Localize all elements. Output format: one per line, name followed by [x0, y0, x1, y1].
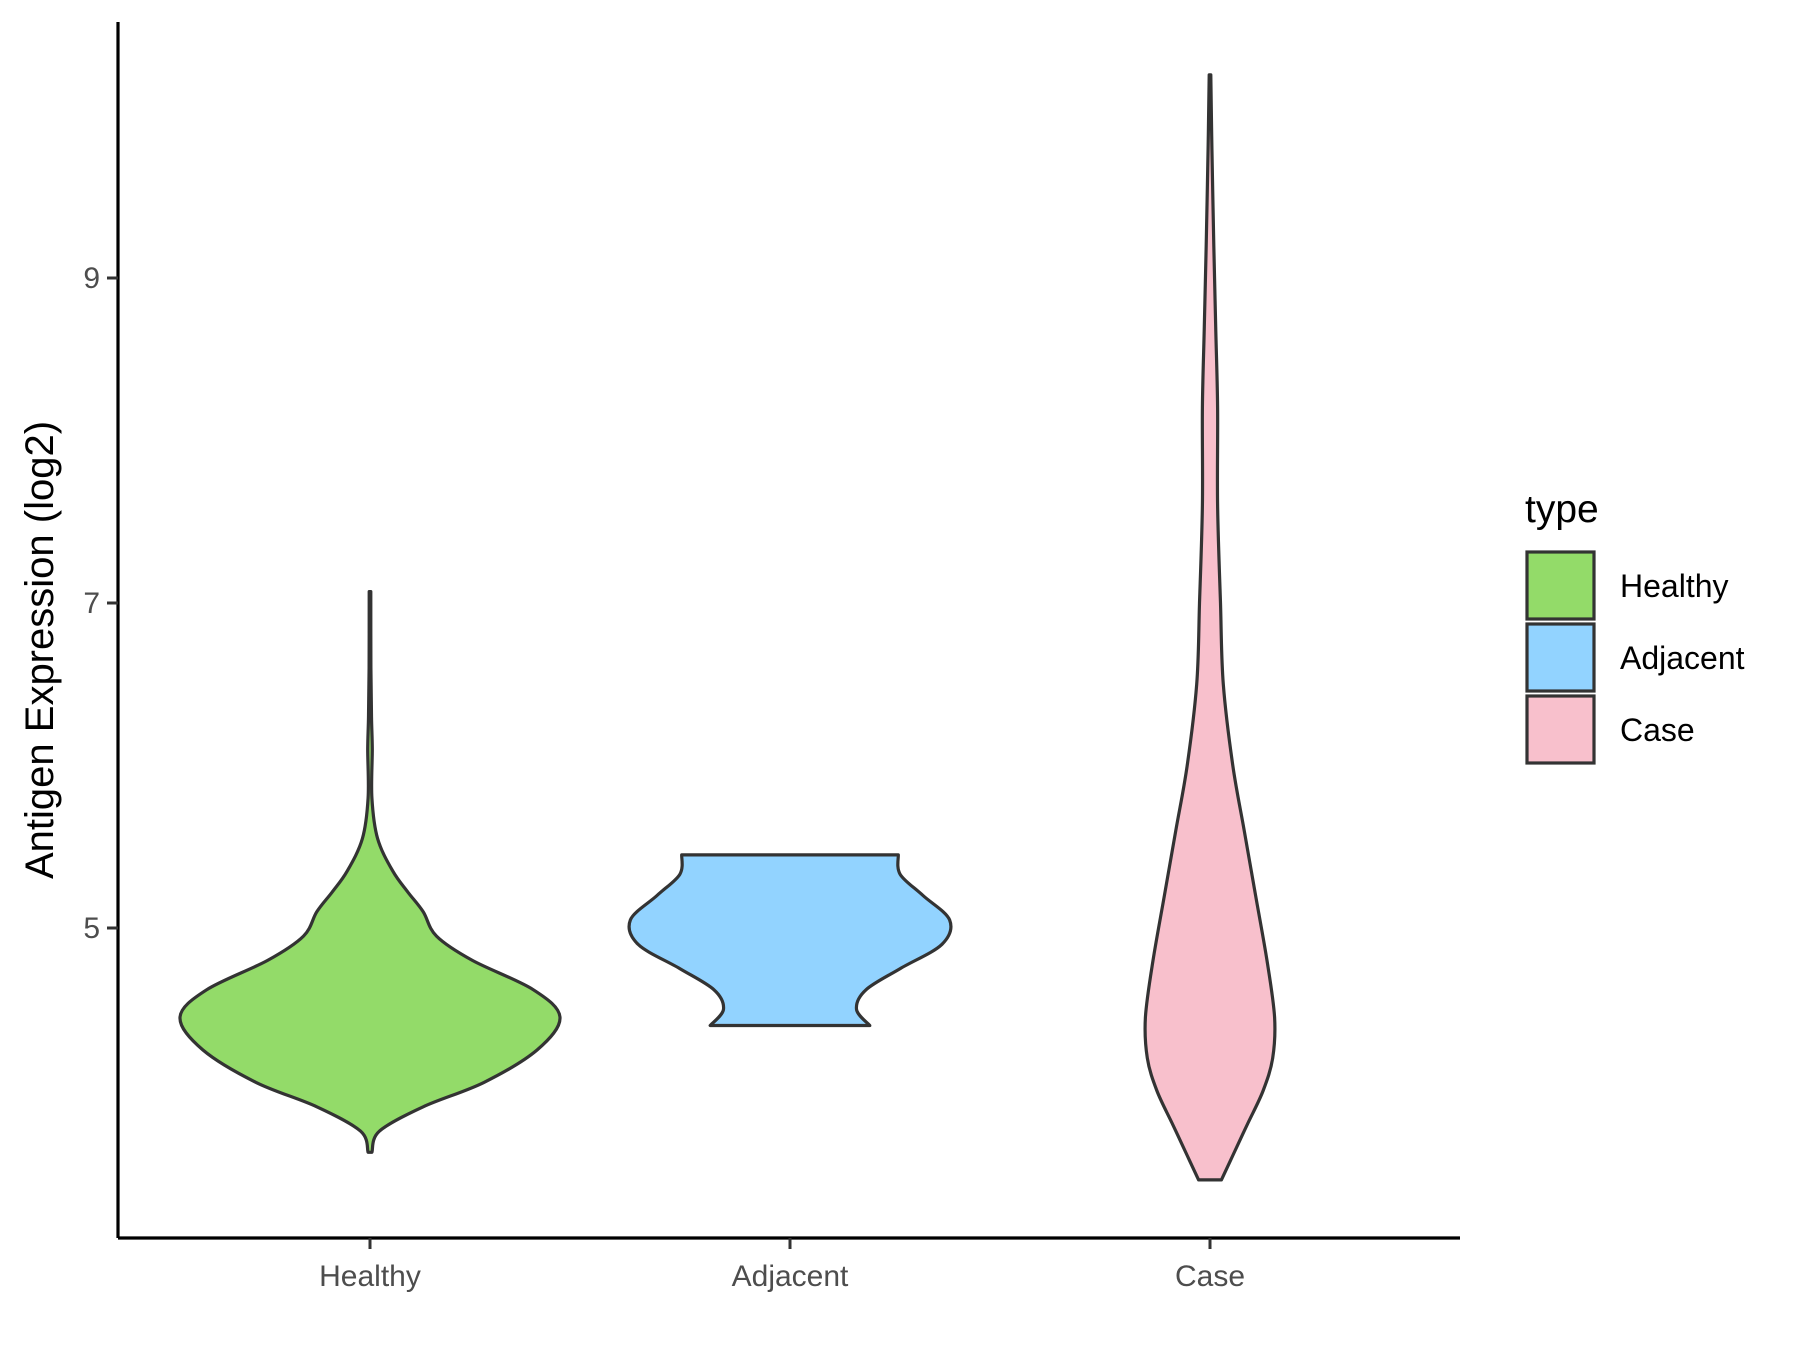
legend-title: type: [1525, 488, 1599, 531]
y-tick-label: 7: [83, 587, 100, 620]
legend-swatch-healthy: [1525, 550, 1596, 621]
legend-swatch-case: [1525, 694, 1596, 765]
x-tick-label: Adjacent: [732, 1260, 849, 1293]
legend-label-case: Case: [1620, 712, 1695, 748]
x-tick-label: Case: [1175, 1260, 1245, 1293]
violins-layer: [178, 73, 1277, 1182]
legend: type Healthy Adjacent Case: [1525, 488, 1745, 765]
legend-swatch-adjacent: [1525, 622, 1596, 693]
y-axis-title: Antigen Expression (log2): [18, 421, 62, 879]
legend-label-healthy: Healthy: [1620, 568, 1729, 604]
violin-adjacent: [627, 853, 953, 1028]
y-tick-label: 5: [83, 912, 100, 945]
violin-case: [1143, 73, 1277, 1182]
violin-healthy: [178, 590, 562, 1154]
legend-label-adjacent: Adjacent: [1620, 640, 1745, 676]
x-tick-label: Healthy: [319, 1260, 421, 1293]
axes-layer: 5 7 9 Healthy Adjacent Case Antigen Expression…: [18, 22, 1460, 1293]
y-tick-label: 9: [83, 262, 100, 295]
